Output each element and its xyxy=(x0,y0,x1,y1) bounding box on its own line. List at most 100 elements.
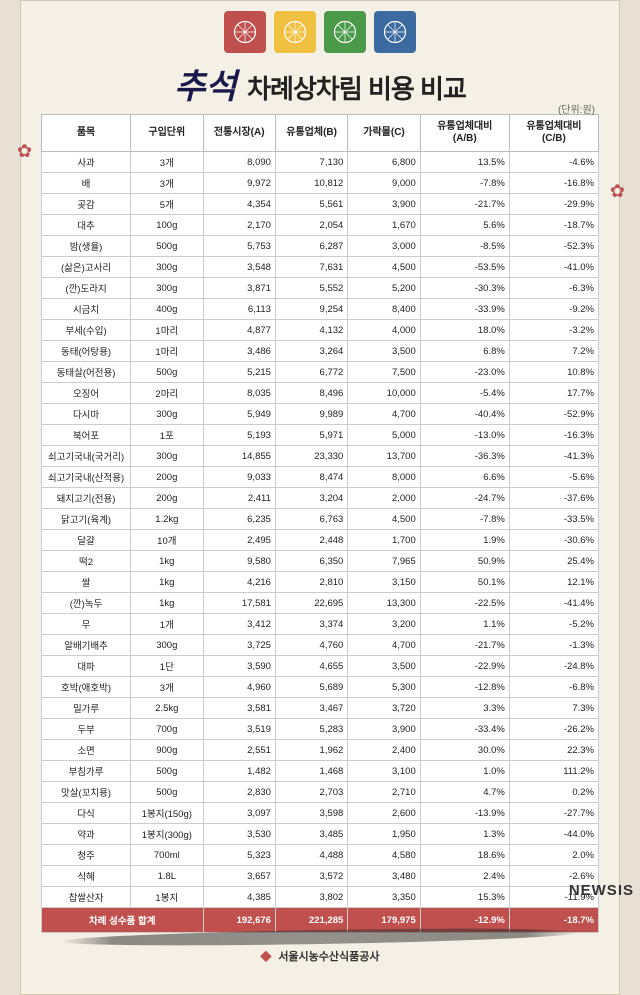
table-cell: -5.2% xyxy=(509,614,598,635)
table-cell: 9,254 xyxy=(275,299,347,320)
table-row: 무1개3,4123,3743,2001.1%-5.2% xyxy=(42,614,599,635)
table-cell: 3,519 xyxy=(203,719,275,740)
table-cell: 25.4% xyxy=(509,551,598,572)
table-cell: 소면 xyxy=(42,740,131,761)
table-cell: 8,000 xyxy=(348,467,420,488)
table-cell: 호박(애호박) xyxy=(42,677,131,698)
table-cell: 4,354 xyxy=(203,194,275,215)
table-cell: 2마리 xyxy=(131,383,203,404)
lantern-icon xyxy=(374,11,416,53)
table-cell: 5,193 xyxy=(203,425,275,446)
table-row: 호박(애호박)3개4,9605,6895,300-12.8%-6.8% xyxy=(42,677,599,698)
table-cell: -22.5% xyxy=(420,593,509,614)
table-cell: 3,900 xyxy=(348,194,420,215)
table-cell: 7,965 xyxy=(348,551,420,572)
table-cell: -18.7% xyxy=(509,215,598,236)
table-row: 떡21kg9,5806,3507,96550.9%25.4% xyxy=(42,551,599,572)
table-cell: -6.3% xyxy=(509,278,598,299)
table-cell: 1.2kg xyxy=(131,509,203,530)
table-cell: 3,900 xyxy=(348,719,420,740)
table-cell: 대파 xyxy=(42,656,131,677)
table-cell: 500g xyxy=(131,362,203,383)
table-cell: -33.4% xyxy=(420,719,509,740)
table-cell: 1,482 xyxy=(203,761,275,782)
table-cell: -52.9% xyxy=(509,404,598,425)
table-cell: 9,000 xyxy=(348,173,420,194)
table-cell: 0.2% xyxy=(509,782,598,803)
table-cell: -41.3% xyxy=(509,446,598,467)
table-cell: 5,215 xyxy=(203,362,275,383)
table-cell: 2,710 xyxy=(348,782,420,803)
footer-org: ◆ 서울시농수산식품공사 xyxy=(41,947,599,964)
table-cell: -33.5% xyxy=(509,509,598,530)
table-cell: 9,033 xyxy=(203,467,275,488)
table-cell: 3,500 xyxy=(348,341,420,362)
table-cell: -52.3% xyxy=(509,236,598,257)
table-cell: -24.7% xyxy=(420,488,509,509)
column-header: 구입단위 xyxy=(131,115,203,152)
table-cell: 17,581 xyxy=(203,593,275,614)
table-cell: 2,170 xyxy=(203,215,275,236)
table-cell: 10개 xyxy=(131,530,203,551)
table-cell: 2,600 xyxy=(348,803,420,824)
table-cell: -53.5% xyxy=(420,257,509,278)
table-cell: 1봉지(300g) xyxy=(131,824,203,845)
table-cell: 4,385 xyxy=(203,887,275,908)
total-cell: 차례 성수품 합계 xyxy=(42,908,204,933)
table-cell: 5,300 xyxy=(348,677,420,698)
table-cell: 200g xyxy=(131,488,203,509)
table-cell: 8,474 xyxy=(275,467,347,488)
table-cell: 동태살(어전용) xyxy=(42,362,131,383)
table-row: 부세(수입)1마리4,8774,1324,00018.0%-3.2% xyxy=(42,320,599,341)
table-header: 품목구입단위전통시장(A)유통업체(B)가락몰(C)유통업체대비(A/B)유통업… xyxy=(42,115,599,152)
total-cell: 192,676 xyxy=(203,908,275,933)
table-row: 오징어2마리8,0358,49610,000-5.4%17.7% xyxy=(42,383,599,404)
table-row: 동태(어탕용)1마리3,4863,2643,5006.8%7.2% xyxy=(42,341,599,362)
table-cell: 4,960 xyxy=(203,677,275,698)
table-cell: 4,655 xyxy=(275,656,347,677)
logo-dot-icon: ◆ xyxy=(260,947,271,963)
table-cell: -4.6% xyxy=(509,152,598,173)
table-row: 다식1봉지(150g)3,0973,5982,600-13.9%-27.7% xyxy=(42,803,599,824)
table-cell: 3개 xyxy=(131,152,203,173)
table-cell: 알배기배추 xyxy=(42,635,131,656)
table-cell: 1kg xyxy=(131,572,203,593)
table-cell: 1kg xyxy=(131,551,203,572)
table-cell: 맛살(꼬치용) xyxy=(42,782,131,803)
table-cell: -44.0% xyxy=(509,824,598,845)
table-cell: 2,830 xyxy=(203,782,275,803)
table-row: 맛살(꼬치용)500g2,8302,7032,7104.7%0.2% xyxy=(42,782,599,803)
table-cell: 쇠고기국내(산적용) xyxy=(42,467,131,488)
table-cell: 5,552 xyxy=(275,278,347,299)
table-row: 대추100g2,1702,0541,6705.6%-18.7% xyxy=(42,215,599,236)
table-cell: 3,350 xyxy=(348,887,420,908)
table-cell: 대추 xyxy=(42,215,131,236)
table-cell: 900g xyxy=(131,740,203,761)
table-cell: 111.2% xyxy=(509,761,598,782)
table-cell: 2,810 xyxy=(275,572,347,593)
table-cell: 3,720 xyxy=(348,698,420,719)
table-cell: 3,590 xyxy=(203,656,275,677)
flower-icon: ✿ xyxy=(610,181,625,202)
table-cell: 2.5kg xyxy=(131,698,203,719)
table-cell: 13.5% xyxy=(420,152,509,173)
table-row: 곶감5개4,3545,5613,900-21.7%-29.9% xyxy=(42,194,599,215)
table-cell: 곶감 xyxy=(42,194,131,215)
table-cell: 4,132 xyxy=(275,320,347,341)
table-cell: 1마리 xyxy=(131,341,203,362)
decorative-lanterns xyxy=(41,11,599,53)
table-cell: 4,700 xyxy=(348,635,420,656)
table-cell: 두부 xyxy=(42,719,131,740)
unit-note: (단위:원) xyxy=(558,101,595,116)
lantern-icon xyxy=(274,11,316,53)
table-cell: 오징어 xyxy=(42,383,131,404)
table-row: 소면900g2,5511,9622,40030.0%22.3% xyxy=(42,740,599,761)
table-cell: 2,495 xyxy=(203,530,275,551)
table-cell: 500g xyxy=(131,761,203,782)
table-cell: 2,703 xyxy=(275,782,347,803)
table-row: (깐)도라지300g3,8715,5525,200-30.3%-6.3% xyxy=(42,278,599,299)
table-cell: 1.1% xyxy=(420,614,509,635)
column-header: 품목 xyxy=(42,115,131,152)
table-cell: -6.8% xyxy=(509,677,598,698)
table-row: 배3개9,97210,8129,000-7.8%-16.8% xyxy=(42,173,599,194)
